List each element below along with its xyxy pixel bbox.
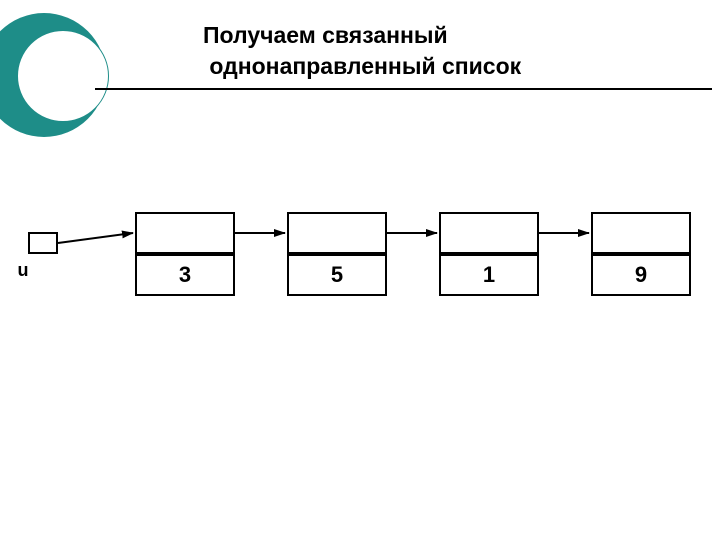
arrow <box>58 233 133 243</box>
node-pointer-cell <box>287 212 387 254</box>
node-pointer-cell <box>439 212 539 254</box>
slide-title: Получаем связанный однонаправленный спис… <box>203 20 521 82</box>
title-underline <box>95 88 712 90</box>
node-value: 3 <box>135 262 235 288</box>
node-value: 9 <box>591 262 691 288</box>
pointer-u-label: u <box>8 260 38 281</box>
node-pointer-cell <box>135 212 235 254</box>
pointer-u-box <box>28 232 58 254</box>
node-pointer-cell <box>591 212 691 254</box>
decor-circle-inner <box>17 30 109 122</box>
node-value: 1 <box>439 262 539 288</box>
node-value: 5 <box>287 262 387 288</box>
